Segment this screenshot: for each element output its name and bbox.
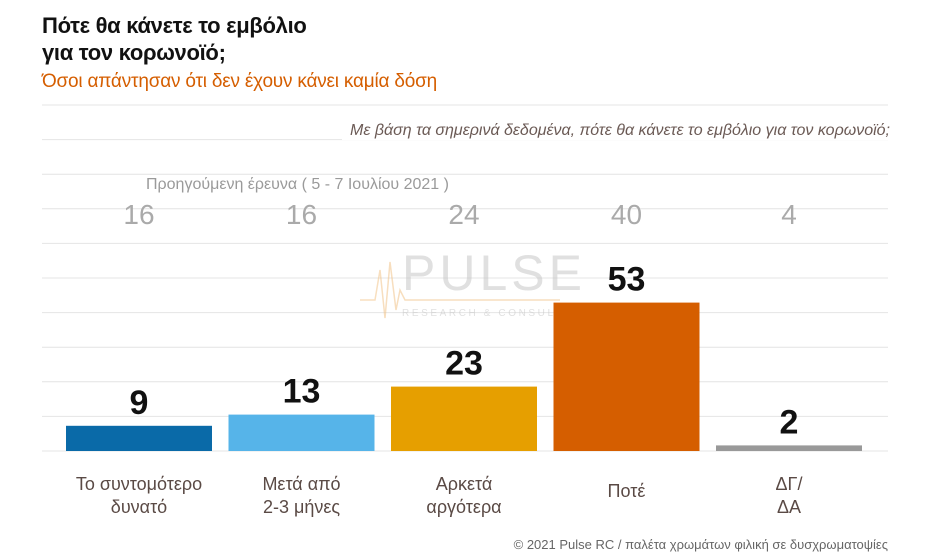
previous-value-label: 16 — [286, 199, 317, 230]
watermark-name: PULSE — [402, 245, 586, 301]
bar-value-label: 23 — [445, 345, 483, 383]
category-label: Ποτέ — [608, 481, 646, 501]
footer-credit: © 2021 Pulse RC / παλέτα χρωμάτων φιλική… — [513, 537, 888, 552]
category-label: ΔΓ/ — [776, 474, 803, 494]
bar — [391, 386, 537, 451]
category-label: Μετά από — [262, 474, 340, 494]
previous-value-label: 16 — [123, 199, 154, 230]
category-label: Αρκετά — [436, 474, 493, 494]
category-label: Το συντομότερο — [76, 474, 202, 494]
category-label: αργότερα — [426, 497, 501, 517]
bar-value-label: 2 — [780, 403, 799, 441]
bar-value-label: 9 — [130, 384, 149, 422]
previous-value-label: 24 — [448, 199, 479, 230]
heartbeat-line — [360, 261, 560, 319]
previous-survey-label: Προηγούμενη έρευνα ( 5 - 7 Ιουλίου 2021 … — [146, 176, 455, 194]
bar — [66, 425, 212, 451]
chart-title: Πότε θα κάνετε το εμβόλιο για τον κορωνο… — [42, 12, 307, 66]
bar-value-label: 13 — [283, 373, 321, 411]
title-line-2: για τον κορωνοϊό; — [42, 40, 226, 65]
category-label: 2-3 μήνες — [263, 497, 340, 517]
survey-question: Με βάση τα σημερινά δεδομένα, πότε θα κά… — [342, 122, 890, 140]
pulse-watermark-logo: PULSE RESEARCH & CONSULTING — [360, 245, 589, 319]
watermark-tagline: RESEARCH & CONSULTING — [402, 308, 589, 319]
bar — [228, 414, 375, 451]
bar — [553, 302, 700, 451]
title-line-1: Πότε θα κάνετε το εμβόλιο — [42, 13, 307, 38]
category-label: δυνατό — [111, 497, 167, 517]
previous-value-label: 4 — [781, 199, 797, 230]
previous-value-label: 40 — [611, 199, 642, 230]
category-label: ΔΑ — [777, 497, 801, 517]
chart-subtitle: Όσοι απάντησαν ότι δεν έχουν κάνει καμία… — [42, 71, 438, 92]
bar-value-label: 53 — [608, 261, 646, 299]
bar — [716, 445, 862, 451]
